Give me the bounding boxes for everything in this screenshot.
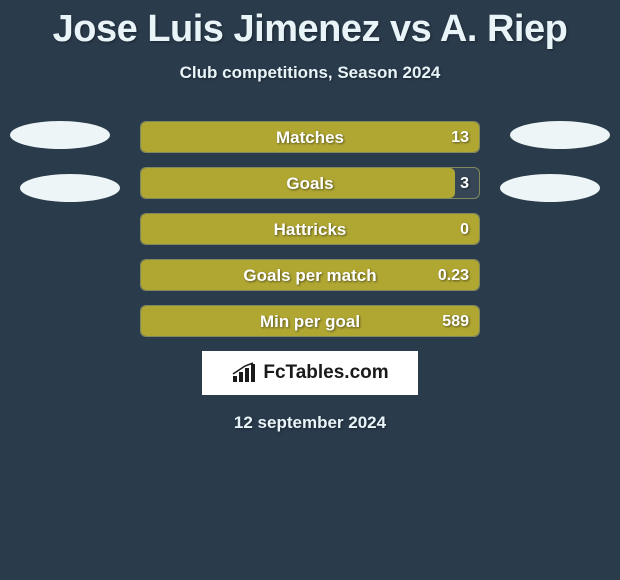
stat-bar-value: 3 <box>460 168 469 199</box>
stat-bar-label: Min per goal <box>260 312 360 331</box>
stat-bar-value: 0 <box>460 214 469 245</box>
stat-bar-label: Matches <box>276 128 344 147</box>
chart-icon <box>231 362 257 384</box>
stat-bar-label: Goals per match <box>243 266 376 285</box>
stat-bars-container: Matches 13 Goals 3 Hattricks 0 Goals per match… <box>0 121 620 337</box>
date-line: 12 september 2024 <box>0 413 620 433</box>
stat-bar-label: Hattricks <box>274 220 347 239</box>
logo-text: FcTables.com <box>263 362 388 384</box>
stat-bar-label: Goals <box>286 174 333 193</box>
stat-bar: Goals 3 <box>140 167 480 199</box>
page-title: Jose Luis Jimenez vs A. Riep <box>0 0 620 51</box>
stat-bar: Hattricks 0 <box>140 213 480 245</box>
chart-area: Matches 13 Goals 3 Hattricks 0 Goals per match… <box>0 121 620 433</box>
ellipse-right-2 <box>500 174 600 202</box>
page-subtitle: Club competitions, Season 2024 <box>0 63 620 83</box>
logo-box[interactable]: FcTables.com <box>202 351 418 395</box>
stat-bar: Goals per match 0.23 <box>140 259 480 291</box>
ellipse-right-1 <box>510 121 610 149</box>
ellipse-left-2 <box>20 174 120 202</box>
stat-bar-value: 0.23 <box>438 260 469 291</box>
stat-bar: Min per goal 589 <box>140 305 480 337</box>
stat-bar-value: 589 <box>442 306 469 337</box>
stat-bar: Matches 13 <box>140 121 480 153</box>
stat-bar-value: 13 <box>451 122 469 153</box>
ellipse-left-1 <box>10 121 110 149</box>
